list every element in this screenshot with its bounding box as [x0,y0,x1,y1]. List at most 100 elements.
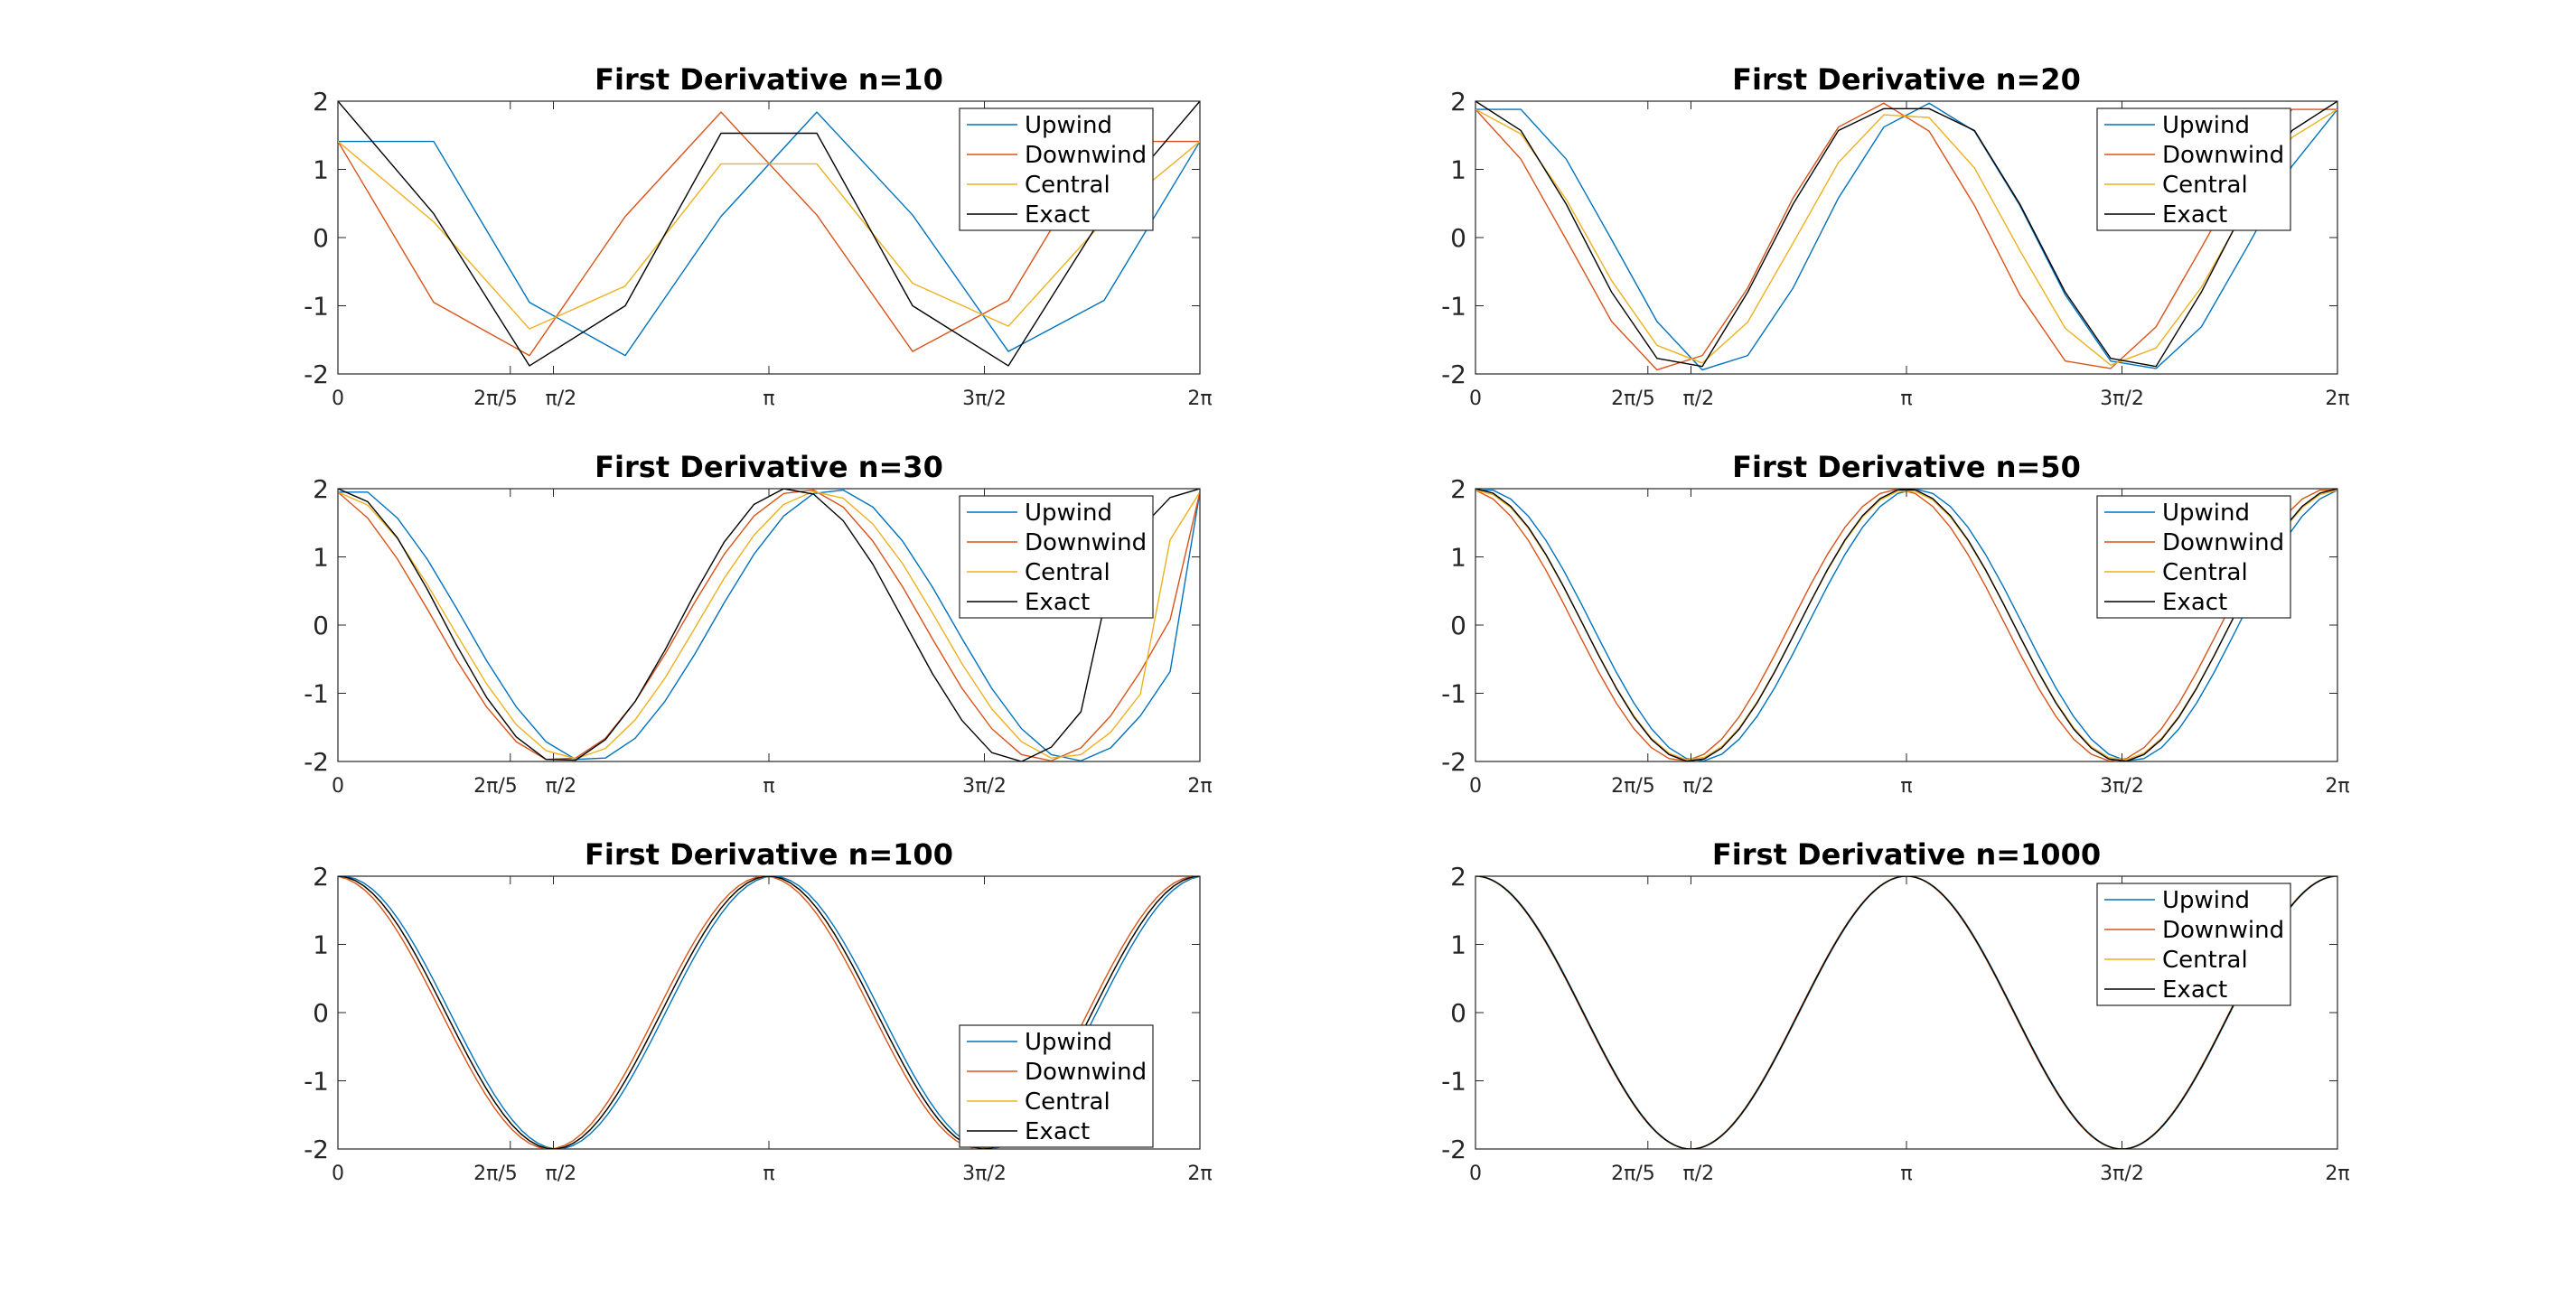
x-tick-label: 2π/5 [473,1163,518,1185]
x-tick-label: π/2 [546,775,577,798]
y-tick-label: 0 [313,611,329,640]
subplot-title: First Derivative n=10 [595,62,943,97]
subplot-n20: -2 -1 0 1 2 0 2π/5 π/2 π 3π/2 2π First Derivative n… [1441,62,2350,410]
legend-label-exact: Exact [2162,201,2227,229]
x-tick-label: 3π/2 [2100,1163,2144,1185]
x-tick-label: 0 [1469,775,1482,798]
y-tick-label: -2 [1441,360,1466,389]
series-line-exact [1475,876,2337,1149]
legend-box [959,495,1154,619]
x-tick-label: π [763,775,774,798]
subplot-title: First Derivative n=50 [1732,450,2081,484]
legend-label-upwind: Upwind [1025,112,1112,139]
x-tick-label: π/2 [546,388,577,410]
legend-box [2096,107,2291,231]
x-tick-label: 0 [1469,1163,1482,1185]
legend-label-central: Central [1025,559,1110,586]
y-tick-label: -2 [304,1135,329,1164]
legend-label-downwind: Downwind [2162,142,2284,169]
y-tick-label: -1 [1441,1067,1466,1097]
y-tick-label: 0 [1450,998,1466,1028]
series-lines [338,489,1200,761]
y-tick-label: -2 [1441,747,1466,777]
y-tick-label: 2 [1450,87,1466,117]
legend-label-upwind: Upwind [2162,887,2250,914]
legend-label-downwind: Downwind [1025,529,1147,556]
x-tick-label: 2π [2325,1163,2349,1185]
x-tick-label: 0 [332,1163,344,1185]
y-tick-label: 2 [313,862,329,892]
x-tick-label: 2π [2325,775,2349,798]
legend-label-exact: Exact [2162,976,2227,1004]
x-tick-label: π [1900,1163,1912,1185]
x-tick-label: 0 [332,388,344,410]
x-tick-label: 2π/5 [473,388,518,410]
x-tick-label: 2π/5 [1611,775,1655,798]
subplot-n100: -2 -1 0 1 2 0 2π/5 π/2 π 3π/2 2π First Derivative n… [304,837,1213,1185]
x-tick-label: 0 [332,775,344,798]
subplot-n50: -2 -1 0 1 2 0 2π/5 π/2 π 3π/2 2π First Derivative n… [1441,450,2350,798]
legend-label-exact: Exact [1025,1118,1090,1145]
y-tick-label: 0 [1450,611,1466,640]
x-tick-label: 3π/2 [962,1163,1007,1185]
legend-label-downwind: Downwind [2162,529,2284,556]
x-tick-label: 2π [1187,775,1212,798]
legend-label-central: Central [2162,172,2248,199]
y-tick-label: 1 [313,543,329,573]
x-tick-label: π [763,1163,774,1185]
legend-label-downwind: Downwind [1025,142,1147,169]
subplot-title: First Derivative n=100 [585,837,953,872]
subplot-n10: -2 -1 0 1 2 0 2π/5 π/2 π 3π/2 2π First Derivative n… [304,62,1213,410]
x-tick-label: 2π/5 [1611,388,1655,410]
y-tick-label: -2 [304,747,329,777]
x-tick-label: 2π [2325,388,2349,410]
y-tick-label: 2 [1450,862,1466,892]
x-tick-label: 3π/2 [2100,775,2144,798]
legend-label-central: Central [2162,947,2248,974]
y-tick-label: -1 [304,292,329,322]
x-tick-label: 2π/5 [1611,1163,1655,1185]
y-tick-label: 2 [313,87,329,117]
x-tick-label: π [1900,775,1912,798]
legend-label-central: Central [1025,1088,1110,1116]
legend-label-upwind: Upwind [1025,500,1112,527]
legend-box [959,1024,1154,1148]
legend-label-central: Central [2162,559,2248,586]
series-line-upwind [1475,102,2337,371]
subplot-n30: -2 -1 0 1 2 0 2π/5 π/2 π 3π/2 2π First Derivative n… [304,450,1213,798]
legend-label-exact: Exact [1025,201,1090,229]
y-tick-label: -1 [304,679,329,709]
x-tick-label: 2π/5 [473,775,518,798]
legend-label-central: Central [1025,172,1110,199]
legend-label-upwind: Upwind [2162,500,2250,527]
x-tick-label: π [1900,388,1912,410]
y-tick-label: 0 [1450,223,1466,253]
y-tick-label: 1 [1450,155,1466,185]
x-tick-label: π/2 [1683,1163,1715,1185]
y-tick-label: 1 [313,930,329,960]
x-tick-label: 3π/2 [962,388,1007,410]
y-tick-label: -1 [1441,292,1466,322]
series-line-downwind [338,489,1200,761]
x-tick-label: π/2 [1683,775,1715,798]
legend-box [2096,495,2291,619]
y-tick-label: -1 [1441,679,1466,709]
series-line-downwind [1475,102,2337,371]
x-tick-label: 3π/2 [962,775,1007,798]
x-tick-label: 2π [1187,1163,1212,1185]
x-tick-label: 0 [1469,388,1482,410]
y-tick-label: 1 [313,155,329,185]
y-tick-label: -2 [1441,1135,1466,1164]
x-tick-label: 3π/2 [2100,388,2144,410]
legend-box [959,107,1154,231]
legend-label-downwind: Downwind [1025,1059,1147,1086]
subplot-title: First Derivative n=1000 [1712,837,2101,872]
legend-label-upwind: Upwind [1025,1029,1112,1056]
